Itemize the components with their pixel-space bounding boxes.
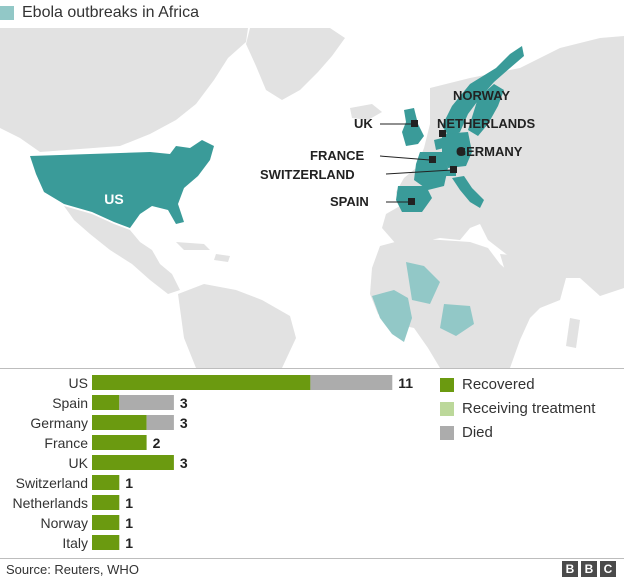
map-label-us: US — [104, 191, 123, 207]
source-note: Source: Reuters, WHO — [6, 562, 139, 577]
leader-lines — [379, 123, 453, 203]
legend-label-died: Died — [462, 424, 493, 441]
category-label: France — [44, 435, 88, 451]
uk-marker — [411, 120, 418, 127]
legend-item-receiving-treatment: Receiving treatment — [440, 400, 595, 417]
us-shape — [30, 140, 214, 228]
germany-shape — [442, 132, 472, 168]
greenland-landmass — [246, 28, 345, 100]
iceland-landmass — [350, 104, 382, 120]
category-label: UK — [69, 455, 89, 471]
arabia-landmass — [500, 254, 566, 308]
bar-segment — [92, 395, 120, 410]
netherlands-marker — [439, 130, 446, 137]
category-label: Switzerland — [16, 475, 88, 491]
category-label: Netherlands — [13, 495, 89, 511]
bbc-logo: B B C — [562, 561, 616, 577]
category-label: Germany — [30, 415, 88, 431]
map-label-france: FRANCE — [310, 148, 364, 163]
map-chart-divider — [0, 368, 624, 369]
france-marker — [429, 156, 436, 163]
bar-segment — [146, 415, 174, 430]
legend-label-receiving-treatment: Receiving treatment — [462, 400, 596, 417]
bar-segment — [92, 475, 120, 490]
category-label: Spain — [52, 395, 88, 411]
arctic-islands — [120, 30, 236, 52]
bar-segment — [92, 535, 120, 550]
category-label: Italy — [62, 535, 88, 551]
mali-shape — [406, 262, 440, 304]
sweden-finland-shape — [468, 84, 504, 136]
spain-marker — [408, 198, 415, 205]
italy-shape — [452, 176, 484, 208]
map-label-uk: UK — [354, 116, 373, 131]
world-map: US NORWAY UK NETHERLANDS GERMANY FRANCE … — [0, 28, 624, 368]
caribbean-islands — [176, 242, 230, 262]
bar-total-label: 3 — [180, 455, 188, 471]
south-america-landmass — [178, 284, 296, 368]
bar-total-label: 1 — [125, 495, 133, 511]
bar-segment — [92, 515, 120, 530]
footer-divider — [0, 558, 624, 559]
bar-segment — [119, 395, 174, 410]
legend-swatch-receiving-treatment — [440, 401, 454, 416]
map-label-norway: NORWAY — [453, 88, 510, 103]
bar-segment — [92, 415, 147, 430]
category-label: Norway — [41, 515, 88, 531]
bar-segment — [310, 375, 393, 390]
bar-total-label: 1 — [125, 515, 133, 531]
legend-label-recovered: Recovered — [462, 376, 535, 393]
chart-title: Ebola outbreaks in Africa — [22, 4, 199, 21]
africa-outbreak-swatch — [0, 6, 14, 20]
norway-shape — [442, 46, 524, 138]
madagascar-landmass — [566, 318, 580, 348]
bar-total-label: 11 — [398, 375, 413, 391]
north-america-landmass — [0, 28, 248, 152]
map-label-switzerland: SWITZERLAND — [260, 167, 355, 182]
bar-total-label: 3 — [180, 415, 188, 431]
map-label-germany: GERMANY — [456, 144, 523, 159]
category-label: US — [69, 375, 88, 391]
bar-total-label: 1 — [125, 475, 133, 491]
map-label-spain: SPAIN — [330, 194, 369, 209]
bbc-logo-letter: B — [581, 561, 597, 577]
legend-swatch-recovered — [440, 377, 454, 392]
legend-item-recovered: Recovered — [440, 376, 535, 393]
title-legend: Ebola outbreaks in Africa — [0, 2, 199, 24]
legend-item-died: Died — [440, 424, 493, 441]
bar-total-label: 2 — [153, 435, 161, 451]
nigeria-shape — [440, 304, 474, 336]
germany-marker — [458, 148, 465, 155]
switzerland-marker — [450, 166, 457, 173]
mexico-landmass — [64, 206, 180, 294]
map-label-netherlands: NETHERLANDS — [437, 116, 536, 131]
africa-outbreak-region — [372, 290, 412, 342]
bbc-logo-letter: B — [562, 561, 578, 577]
eurasia-landmass — [382, 36, 624, 296]
bar-segment — [92, 455, 174, 470]
bar-segment — [92, 435, 147, 450]
bar-total-label: 3 — [180, 395, 188, 411]
bar-total-label: 1 — [125, 535, 133, 551]
legend-swatch-died — [440, 425, 454, 440]
bar-segment — [92, 495, 120, 510]
bbc-logo-letter: C — [600, 561, 616, 577]
bar-segment — [92, 375, 311, 390]
netherlands-shape — [434, 138, 444, 150]
